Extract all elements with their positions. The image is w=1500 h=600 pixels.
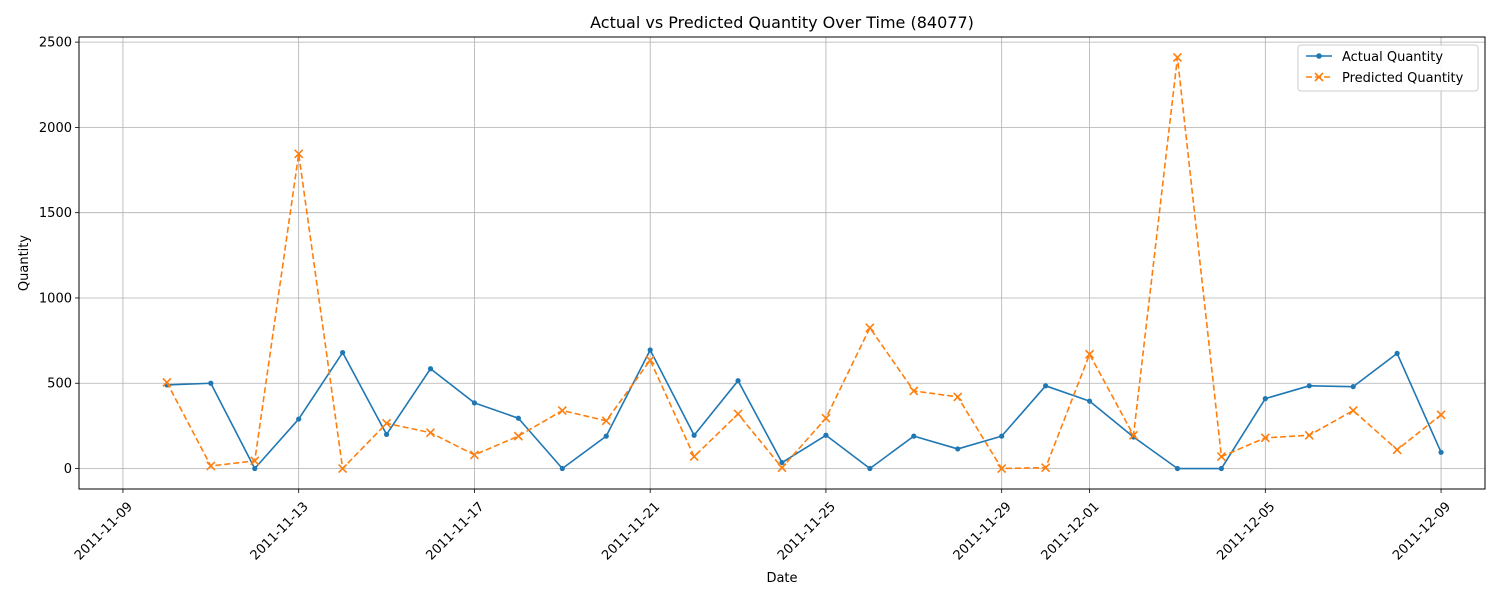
data-point <box>823 432 829 438</box>
legend-box <box>1297 44 1479 92</box>
data-point <box>1260 433 1270 443</box>
data-point <box>206 461 216 471</box>
y-tick-label: 0 <box>64 462 72 477</box>
data-point <box>294 149 304 159</box>
data-point <box>1041 463 1051 473</box>
data-point <box>1128 430 1139 440</box>
data-point <box>1172 52 1183 63</box>
legend-predicted-marker <box>1314 72 1324 82</box>
legend-predicted-label: Predicted Quantity <box>1342 71 1464 86</box>
data-point <box>515 415 521 421</box>
series-predicted <box>162 52 1446 474</box>
data-point <box>1218 465 1224 472</box>
data-point <box>1348 405 1358 416</box>
data-point <box>252 465 258 472</box>
data-point <box>733 409 743 419</box>
data-point <box>865 323 875 333</box>
data-point <box>1394 350 1400 356</box>
data-point <box>867 465 873 472</box>
data-point <box>647 347 653 353</box>
data-point <box>469 450 480 460</box>
data-point <box>1350 384 1356 390</box>
series-line <box>166 56 1442 470</box>
data-point <box>1043 383 1049 389</box>
data-point <box>1084 349 1095 359</box>
data-point <box>909 386 919 396</box>
data-point <box>383 431 390 438</box>
data-point <box>208 380 214 386</box>
data-point <box>1216 452 1226 462</box>
data-point <box>513 431 523 441</box>
legend-actual-marker <box>1316 53 1322 59</box>
data-point <box>603 433 609 439</box>
data-point <box>691 432 697 438</box>
data-point <box>777 463 787 473</box>
data-point <box>911 433 917 439</box>
y-axis-ticks: 0 500 1000 1500 2000 2500 <box>39 36 79 477</box>
data-point <box>338 463 348 474</box>
y-tick-label: 1000 <box>39 291 72 306</box>
data-point <box>1262 396 1268 402</box>
series-layer <box>162 52 1446 474</box>
x-axis-label: Date <box>766 571 797 586</box>
data-point <box>425 428 436 438</box>
y-axis-label: Quantity <box>17 235 32 291</box>
data-point <box>340 349 346 356</box>
data-point <box>821 413 831 423</box>
data-point <box>645 355 655 365</box>
series-line <box>166 349 1442 470</box>
data-point <box>779 459 785 466</box>
data-point <box>471 400 478 406</box>
data-point <box>1392 445 1402 455</box>
data-point <box>1438 449 1444 455</box>
legend-actual-label: Actual Quantity <box>1342 50 1443 65</box>
data-point <box>250 456 260 466</box>
data-point <box>953 392 963 402</box>
y-tick-label: 2500 <box>39 36 72 51</box>
data-point <box>601 416 611 426</box>
data-point <box>1086 398 1093 404</box>
data-point <box>1174 465 1181 472</box>
y-tick-label: 1500 <box>39 206 72 221</box>
data-point <box>162 377 172 387</box>
data-point <box>559 465 565 472</box>
data-point <box>557 405 567 416</box>
data-point <box>296 416 302 422</box>
data-point <box>955 446 961 452</box>
data-point <box>999 433 1005 439</box>
plot-area <box>78 36 1486 490</box>
data-point <box>997 463 1007 474</box>
legend: Actual Quantity Predicted Quantity <box>1297 44 1479 92</box>
y-tick-label: 2000 <box>39 121 72 136</box>
data-point <box>427 366 434 372</box>
data-point <box>1306 383 1312 389</box>
data-point <box>1436 410 1446 420</box>
y-tick-label: 500 <box>47 377 72 392</box>
data-point <box>735 378 741 384</box>
data-point <box>381 418 392 428</box>
data-point <box>689 452 699 462</box>
chart-title: Actual vs Predicted Quantity Over Time (… <box>590 13 974 32</box>
series-actual <box>164 347 1444 472</box>
data-point <box>1304 430 1314 440</box>
